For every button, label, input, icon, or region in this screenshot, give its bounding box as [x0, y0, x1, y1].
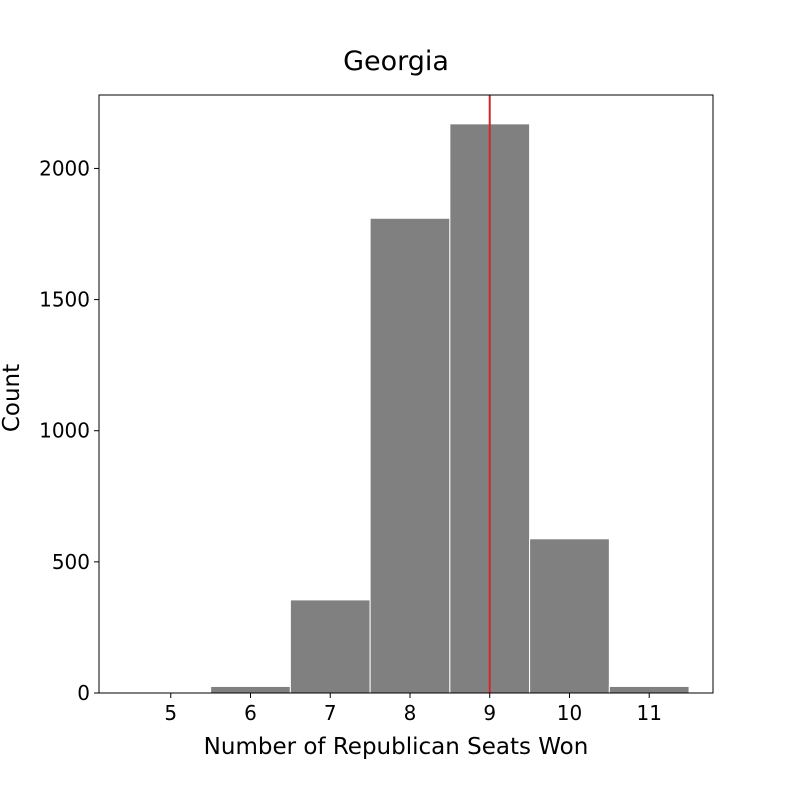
- y-tick-label: 1500: [39, 288, 90, 312]
- x-tick-label: 7: [324, 701, 337, 725]
- y-tick-label: 0: [77, 681, 90, 705]
- bar-8: [369, 217, 451, 694]
- x-tick-label: 11: [636, 701, 661, 725]
- y-tick-label: 500: [52, 550, 90, 574]
- bars-group: [210, 123, 690, 694]
- y-tick-label: 2000: [39, 156, 90, 180]
- x-axis-label: Number of Republican Seats Won: [204, 734, 589, 760]
- x-tick-label: 10: [557, 701, 582, 725]
- x-tick-label: 5: [164, 701, 177, 725]
- plot-frame: [98, 94, 714, 694]
- bar-10: [529, 538, 610, 694]
- x-tick-label: 8: [404, 701, 417, 725]
- bar-6: [210, 685, 291, 694]
- y-axis-ticks: 0 500 1000 1500 2000: [39, 156, 99, 705]
- x-tick-label: 6: [244, 701, 257, 725]
- bar-7: [289, 599, 371, 694]
- y-tick-label: 1000: [39, 419, 90, 443]
- x-tick-label: 9: [483, 701, 496, 725]
- bar-11: [608, 685, 690, 694]
- y-axis-label: Count: [0, 364, 25, 432]
- chart-title: Georgia: [343, 46, 449, 77]
- x-axis-ticks: 5 6 7 8 9 10 11: [164, 693, 662, 725]
